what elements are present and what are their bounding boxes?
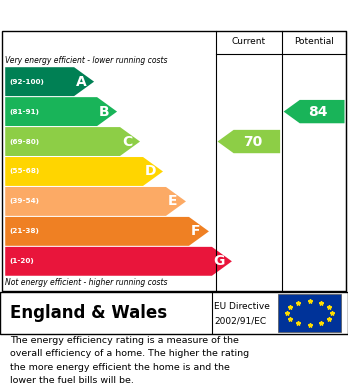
Text: (55-68): (55-68) <box>9 169 40 174</box>
Polygon shape <box>5 157 163 186</box>
Text: (1-20): (1-20) <box>9 258 34 264</box>
Polygon shape <box>5 217 209 246</box>
Text: (81-91): (81-91) <box>9 109 39 115</box>
Text: F: F <box>191 224 201 239</box>
Text: (92-100): (92-100) <box>9 79 44 84</box>
Text: A: A <box>76 75 87 89</box>
Text: Potential: Potential <box>294 37 334 46</box>
Text: Current: Current <box>232 37 266 46</box>
Text: England & Wales: England & Wales <box>10 304 168 322</box>
Text: 70: 70 <box>243 135 262 149</box>
Polygon shape <box>218 130 280 153</box>
Text: D: D <box>144 165 156 178</box>
Text: B: B <box>99 105 109 118</box>
Polygon shape <box>5 67 94 96</box>
Polygon shape <box>5 127 140 156</box>
Polygon shape <box>5 97 117 126</box>
Polygon shape <box>5 247 232 276</box>
Text: Energy Efficiency Rating: Energy Efficiency Rating <box>10 7 220 23</box>
Text: E: E <box>168 194 178 208</box>
Text: Very energy efficient - lower running costs: Very energy efficient - lower running co… <box>5 56 168 65</box>
Text: Not energy efficient - higher running costs: Not energy efficient - higher running co… <box>5 278 168 287</box>
Text: (21-38): (21-38) <box>9 228 39 234</box>
Text: C: C <box>122 135 132 149</box>
Text: The energy efficiency rating is a measure of the
overall efficiency of a home. T: The energy efficiency rating is a measur… <box>10 336 250 385</box>
Text: (39-54): (39-54) <box>9 198 39 204</box>
Polygon shape <box>5 187 186 216</box>
Text: G: G <box>213 254 224 268</box>
Text: EU Directive: EU Directive <box>214 302 270 311</box>
Polygon shape <box>284 100 345 123</box>
Text: (69-80): (69-80) <box>9 138 40 145</box>
Bar <box>278 294 341 332</box>
Text: 84: 84 <box>308 105 328 118</box>
Text: 2002/91/EC: 2002/91/EC <box>214 316 266 325</box>
